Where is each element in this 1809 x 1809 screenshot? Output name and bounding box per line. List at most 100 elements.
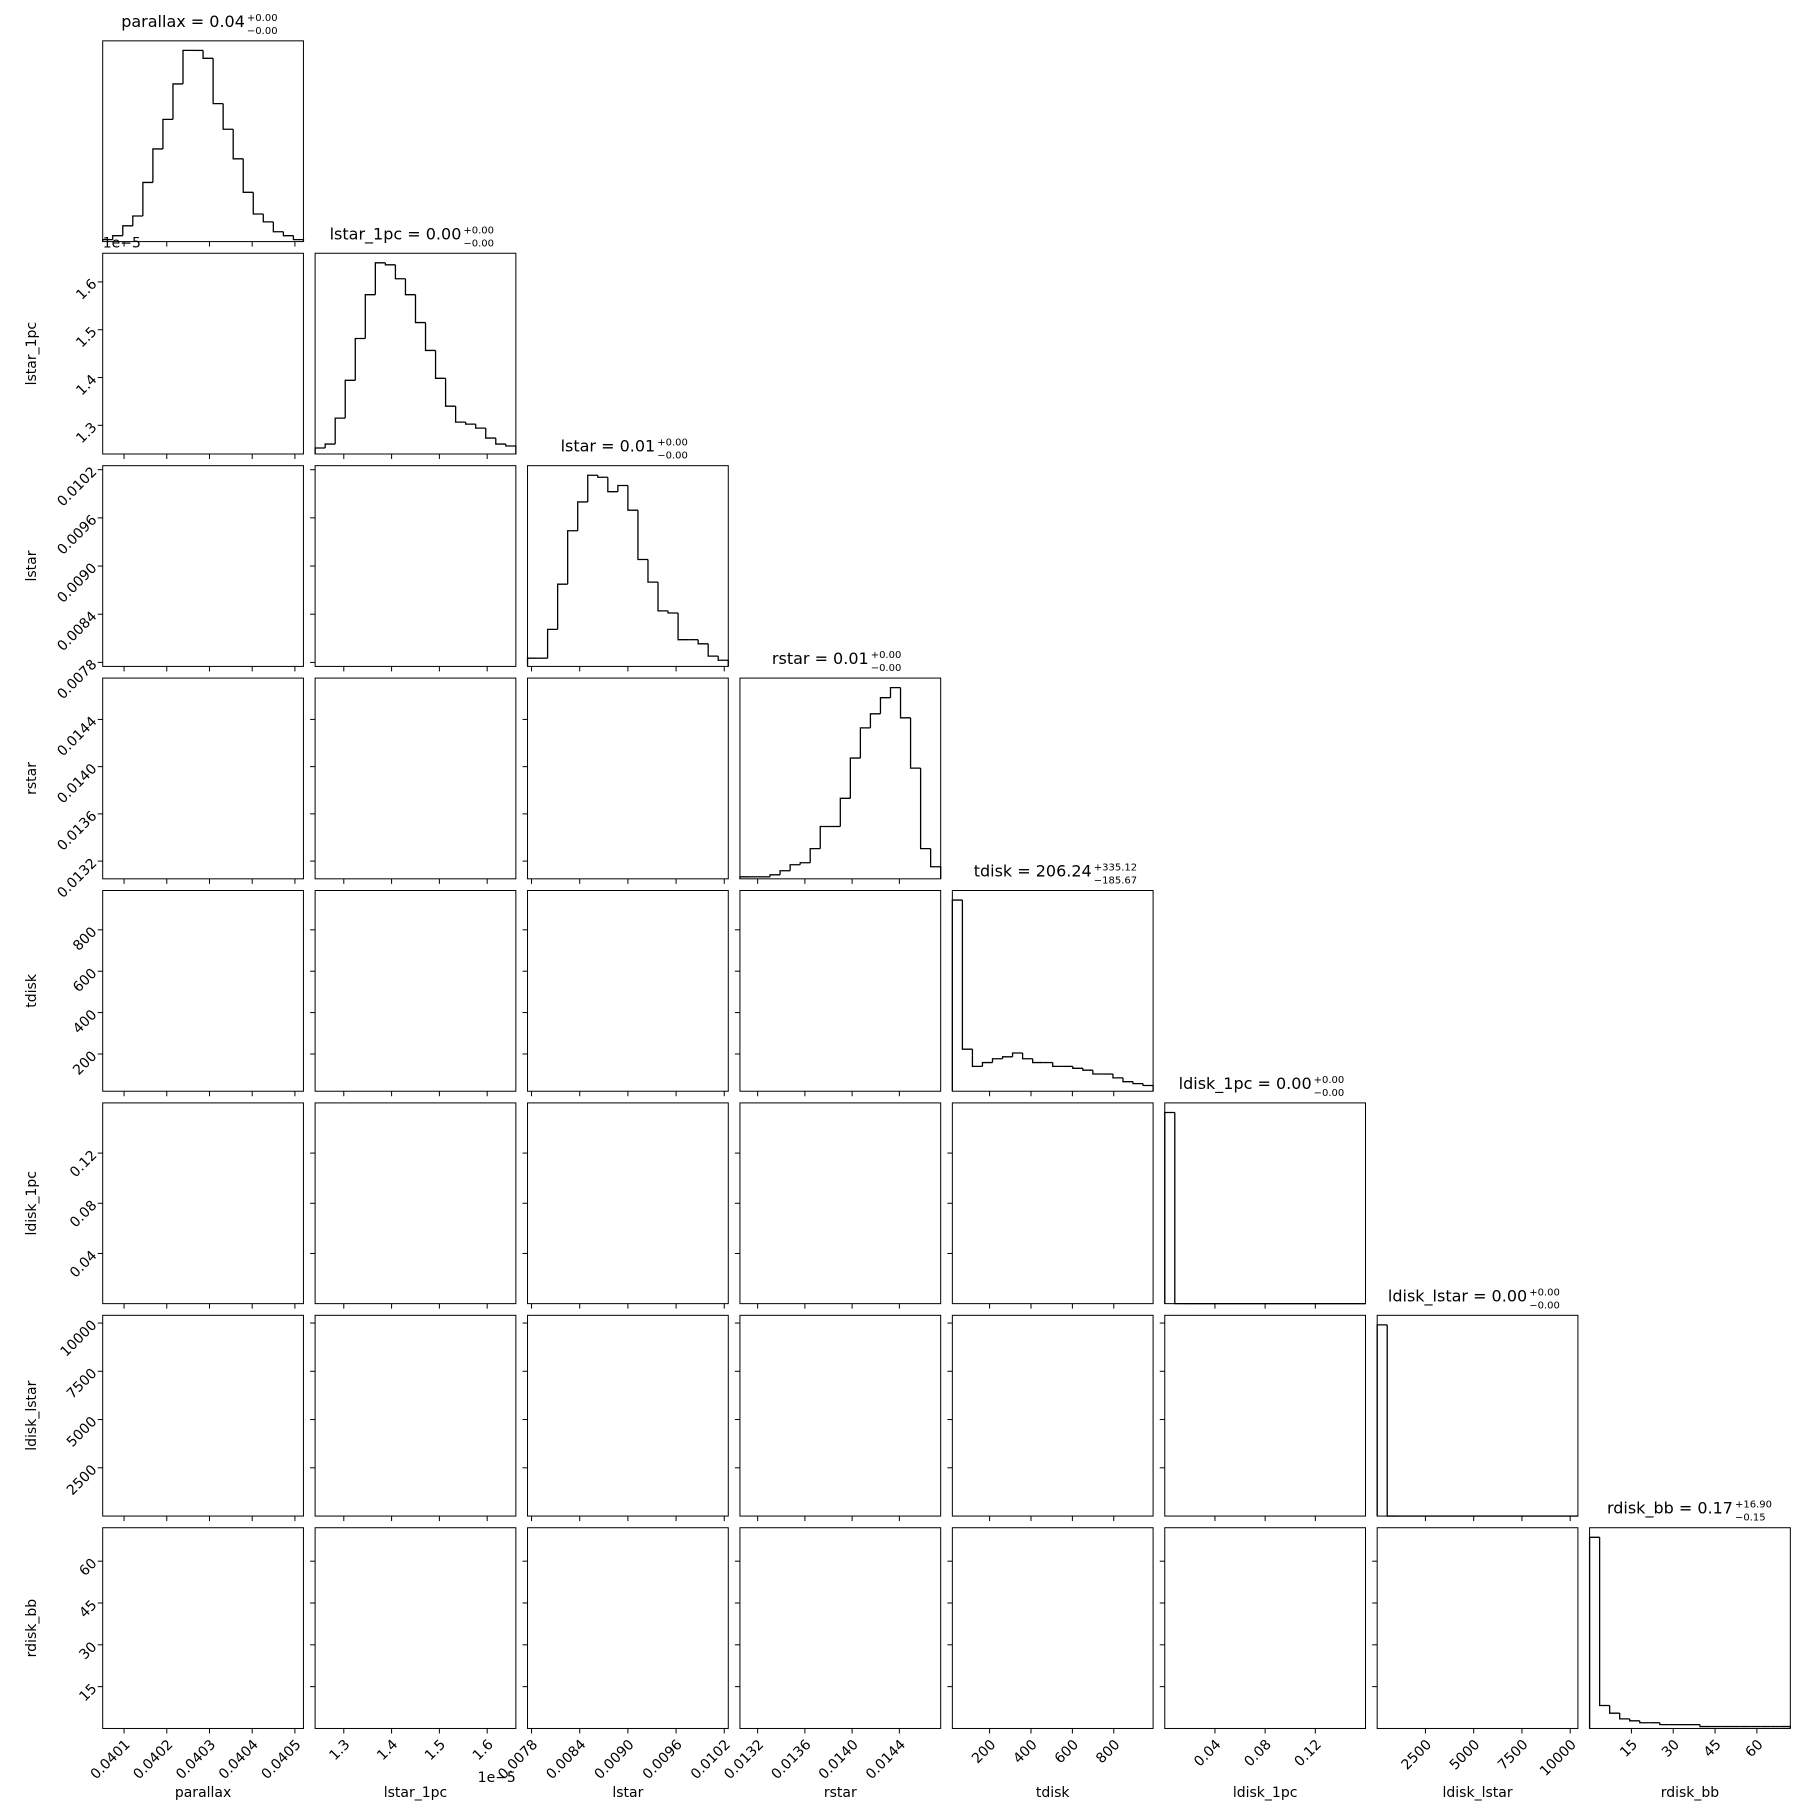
y-tick-label: 0.0140 xyxy=(54,761,100,807)
panel-title: parallax = 0.04 xyxy=(121,12,245,31)
panel-title: lstar_1pc = 0.00 xyxy=(330,224,462,244)
hist-bin xyxy=(1032,1058,1043,1064)
hist-bin xyxy=(1376,1324,1388,1517)
title-minus: −0.00 xyxy=(247,26,278,37)
y-axis-label: rstar xyxy=(24,762,40,795)
hist-bin xyxy=(364,294,376,339)
hist-bin xyxy=(292,235,305,242)
hist-bin xyxy=(495,438,506,445)
hist-bin xyxy=(384,262,396,266)
x-tick-label: 0.0404 xyxy=(216,1737,262,1783)
panel-frame xyxy=(739,1527,942,1729)
title-plus: +0.00 xyxy=(1314,1075,1345,1086)
hist-bin xyxy=(142,181,153,216)
y-tick-label: 45 xyxy=(76,1597,100,1621)
title-plus: +335.12 xyxy=(1094,862,1137,873)
hist-bin xyxy=(262,213,274,223)
hist-bin xyxy=(212,58,224,105)
hist-bin xyxy=(707,643,719,657)
hist-bin xyxy=(1588,1536,1600,1729)
y-tick-label: 0.0096 xyxy=(54,512,100,558)
hist-bin xyxy=(799,862,811,865)
hist-bin xyxy=(697,639,709,645)
x-tick-label: 600 xyxy=(1052,1737,1082,1767)
hist-bin xyxy=(324,443,336,449)
hist-bin xyxy=(546,628,558,659)
hist-bin xyxy=(657,582,669,612)
y-tick-label: 0.04 xyxy=(67,1248,100,1281)
title-plus: +0.00 xyxy=(247,13,278,24)
x-axis-label: lstar xyxy=(612,1785,643,1801)
y-axis-label: rdisk_bb xyxy=(24,1599,40,1658)
x-tick-label: 0.0402 xyxy=(130,1737,176,1783)
panel-frame xyxy=(527,1102,729,1305)
hist-bin xyxy=(252,192,264,215)
hist-bin xyxy=(991,1058,1003,1063)
x-tick-label: 1.3 xyxy=(326,1737,353,1764)
hist-bin xyxy=(869,713,881,728)
hist-bin xyxy=(222,103,234,130)
y-axis-label: ldisk_lstar xyxy=(24,1380,40,1450)
hist-bin xyxy=(556,583,568,630)
y-tick-label: 0.12 xyxy=(67,1147,100,1180)
hist-bin xyxy=(1164,1111,1175,1304)
panel-frame xyxy=(527,677,729,880)
title-minus: −0.00 xyxy=(1314,1088,1345,1099)
y-tick-label: 0.0078 xyxy=(54,657,100,703)
panel-title: ldisk_1pc = 0.00 xyxy=(1179,1074,1312,1094)
y-tick-label: 15 xyxy=(76,1681,100,1705)
hist-bin xyxy=(809,847,821,863)
hist-bin xyxy=(374,262,386,295)
hist-bin xyxy=(505,444,517,455)
x-tick-label: 30 xyxy=(1659,1737,1683,1761)
x-axis-label: parallax xyxy=(175,1785,231,1801)
panel-frame xyxy=(102,889,304,1092)
panel-frame xyxy=(314,465,517,667)
x-tick-label: 0.0078 xyxy=(495,1737,541,1783)
hist-bin xyxy=(961,900,973,1050)
x-tick-label: 0.0136 xyxy=(769,1737,815,1783)
x-tick-label: 1.4 xyxy=(374,1737,401,1764)
x-tick-label: 200 xyxy=(969,1737,999,1767)
hist-bin xyxy=(526,657,538,667)
panel-frame xyxy=(527,1527,729,1729)
hist-bin xyxy=(444,378,456,407)
title-minus: −0.00 xyxy=(463,238,494,249)
x-axis-label: tdisk xyxy=(1036,1785,1071,1801)
title-minus: −0.00 xyxy=(657,451,688,462)
panel-frame xyxy=(739,889,942,1092)
y-tick-label: 0.0144 xyxy=(54,714,100,760)
hist-bin xyxy=(394,264,406,280)
panel-frame xyxy=(102,40,304,243)
x-tick-label: 0.04 xyxy=(1191,1737,1224,1770)
hist-bin xyxy=(879,697,891,714)
panel-frame xyxy=(739,677,942,880)
hist-bin xyxy=(1072,1066,1083,1069)
y-offset: 1e−5 xyxy=(103,235,141,251)
hist-bin xyxy=(1122,1077,1134,1083)
hist-bin xyxy=(1052,1062,1063,1068)
x-tick-label: 10000 xyxy=(1537,1737,1580,1780)
hist-bin xyxy=(889,686,901,698)
x-axis-label: rdisk_bb xyxy=(1661,1785,1720,1801)
x-tick-label: 0.12 xyxy=(1292,1737,1325,1770)
hist-bin xyxy=(909,717,921,769)
panel-frame xyxy=(951,1527,1154,1729)
x-tick-label: 0.0140 xyxy=(816,1737,862,1783)
x-tick-label: 2500 xyxy=(1399,1737,1436,1774)
hist-bin xyxy=(1132,1081,1144,1085)
hist-bin xyxy=(182,49,194,84)
hist-bin xyxy=(334,417,346,445)
panel-title: ldisk_lstar = 0.00 xyxy=(1388,1286,1527,1306)
panel-frame xyxy=(951,1314,1154,1517)
hist-bin xyxy=(1386,1324,1398,1517)
hist-bin xyxy=(647,559,659,583)
y-tick-label: 200 xyxy=(70,1048,100,1078)
x-tick-label: 0.0401 xyxy=(88,1737,134,1783)
hist-bin xyxy=(1699,1724,1711,1728)
hist-bin xyxy=(677,612,689,641)
panel-frame xyxy=(1589,1527,1791,1729)
hist-bin xyxy=(102,238,113,242)
y-axis-label: lstar_1pc xyxy=(24,322,40,386)
hist-bin xyxy=(929,848,942,879)
